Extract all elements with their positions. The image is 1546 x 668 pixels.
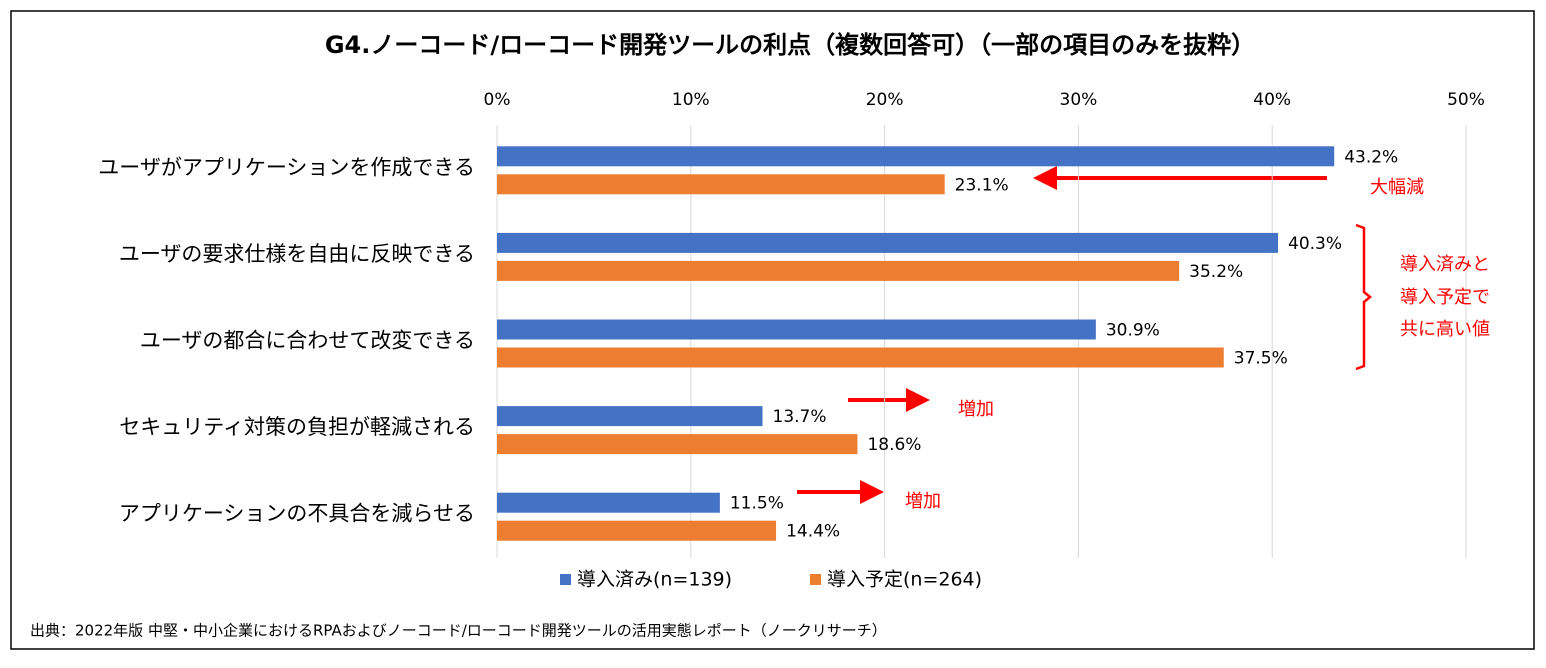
x-tick-label: 10% (672, 90, 710, 110)
bar (497, 406, 763, 427)
bar (497, 492, 720, 513)
x-tick-label: 40% (1253, 90, 1291, 110)
y-tick-label: セキュリティ対策の負担が軽減される (119, 415, 475, 439)
x-tick-label: 0% (484, 90, 511, 110)
annotation: 共に高い値 (1400, 319, 1490, 340)
annotation: 増加 (905, 491, 941, 512)
x-tick-label: 50% (1447, 90, 1485, 110)
value-label: 11.5% (730, 494, 784, 514)
bar (497, 232, 1279, 253)
chart-title: G4.ノーコード/ローコード開発ツールの利点（複数回答可）（一部の項目のみを抜粋… (325, 31, 1255, 59)
value-label: 37.5% (1234, 349, 1288, 369)
bar (497, 319, 1096, 340)
value-label: 23.1% (955, 175, 1009, 195)
value-label: 30.9% (1106, 321, 1160, 341)
bar (497, 434, 858, 455)
frame (10, 10, 1535, 650)
value-label: 40.3% (1288, 234, 1342, 254)
y-tick-label: ユーザの要求仕様を自由に反映できる (119, 242, 475, 266)
y-tick-label: アプリケーションの不具合を減らせる (119, 502, 475, 526)
bracket (1355, 223, 1372, 371)
value-label: 18.6% (867, 435, 921, 455)
value-label: 13.7% (773, 407, 827, 427)
legend-swatch (560, 574, 571, 585)
y-tick-label: ユーザがアプリケーションを作成できる (98, 155, 475, 179)
value-label: 14.4% (786, 522, 840, 542)
x-tick-label: 20% (866, 90, 904, 110)
value-label: 35.2% (1189, 262, 1243, 282)
annotation: 導入予定で (1400, 287, 1490, 308)
annotation-arrows (797, 166, 1372, 504)
annotation: 増加 (958, 399, 994, 420)
legend-swatch (810, 574, 821, 585)
bar (497, 347, 1224, 368)
annotation: 大幅減 (1370, 177, 1424, 198)
legend-label: 導入済み(n=139) (577, 569, 732, 591)
bar (497, 146, 1335, 167)
source: 出典：2022年版 中堅・中小企業におけるRPAおよびノーコード/ローコード開発… (30, 622, 887, 640)
bar (497, 174, 945, 195)
value-label: 43.2% (1344, 147, 1398, 167)
x-tick-label: 30% (1060, 90, 1098, 110)
bar (497, 260, 1180, 281)
bar (497, 520, 777, 541)
y-tick-label: ユーザの都合に合わせて改変できる (140, 329, 475, 353)
legend-label: 導入予定(n=264) (827, 569, 982, 591)
annotation: 導入済みと (1400, 254, 1490, 275)
